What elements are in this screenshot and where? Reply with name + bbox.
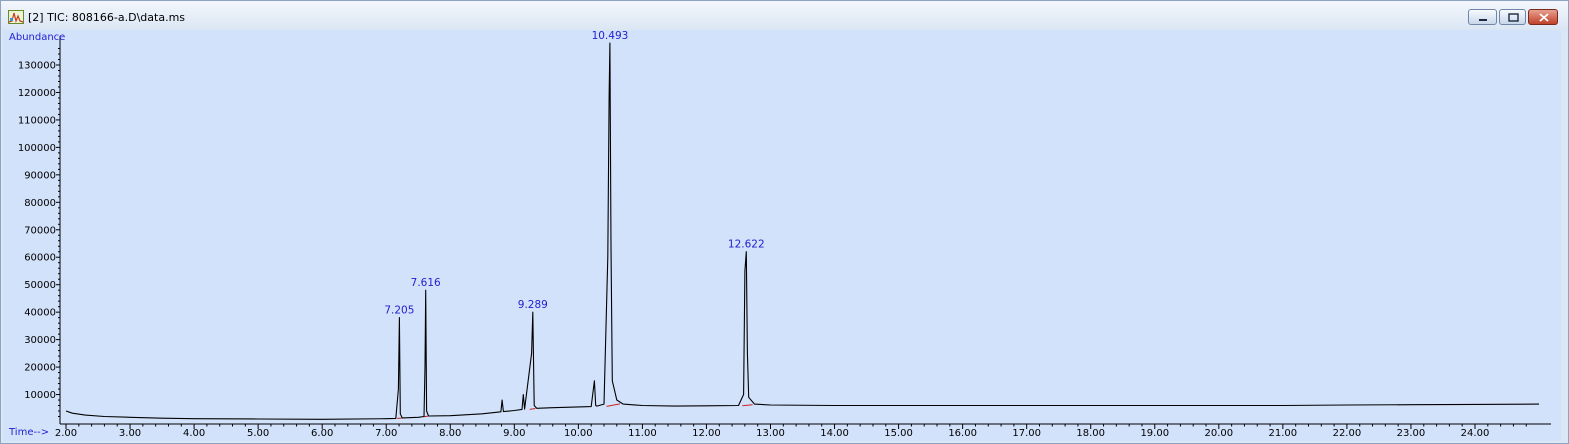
minimize-icon: [1479, 19, 1487, 21]
chromatogram-plot-area[interactable]: 10000 20000 30000 40000 50000 60000 70000 80000…: [3, 30, 1561, 441]
tic-trace-line: [65, 42, 1540, 420]
maximize-icon: [1508, 13, 1519, 22]
x-tick-label: 5.00: [247, 428, 269, 439]
x-axis-title: Time-->: [8, 427, 49, 438]
close-button[interactable]: [1528, 9, 1558, 25]
chromatogram-app-icon: [8, 10, 24, 24]
x-tick-label: 21.00: [1269, 428, 1298, 439]
integration-baselines: [397, 403, 753, 419]
y-tick-label: 120000: [18, 88, 56, 99]
peak-label: 9.289: [518, 299, 548, 311]
x-tick-label: 16.00: [948, 428, 977, 439]
x-tick-label: 17.00: [1012, 428, 1041, 439]
x-tick-label: 24.00: [1461, 428, 1490, 439]
peak-labels: 7.205 7.616 9.289 10.493 12.622: [384, 30, 764, 317]
minimize-button[interactable]: [1468, 9, 1497, 25]
y-tick-label: 80000: [24, 198, 56, 209]
x-tick-label: 3.00: [119, 428, 141, 439]
axes: [59, 36, 1551, 425]
y-tick-label: 50000: [24, 280, 56, 291]
maximize-button[interactable]: [1499, 9, 1526, 25]
peak-label: 7.205: [384, 305, 414, 317]
x-tick-label: 15.00: [884, 428, 913, 439]
x-tick-label: 4.00: [183, 428, 205, 439]
x-tick-label: 10.00: [564, 428, 593, 439]
y-tick-label: 20000: [24, 363, 56, 374]
peak-label: 10.493: [592, 30, 629, 42]
x-tick-label: 23.00: [1397, 428, 1426, 439]
integration-baseline: [606, 403, 621, 407]
x-tick-label: 2.00: [55, 428, 77, 439]
x-tick-label: 12.00: [692, 428, 721, 439]
y-axis-ticks: 10000 20000 30000 40000 50000 60000 70000 80000…: [18, 48, 60, 418]
y-tick-label: 30000: [24, 335, 56, 346]
x-tick-label: 7.00: [375, 428, 397, 439]
y-tick-label: 90000: [24, 170, 56, 181]
x-tick-label: 22.00: [1333, 428, 1362, 439]
x-tick-label: 14.00: [820, 428, 849, 439]
x-tick-label: 9.00: [503, 428, 525, 439]
y-tick-label: 40000: [24, 308, 56, 319]
x-tick-label: 19.00: [1140, 428, 1169, 439]
peak-label: 7.616: [411, 277, 441, 289]
x-tick-label: 6.00: [311, 428, 333, 439]
x-tick-label: 18.00: [1076, 428, 1105, 439]
title-bar[interactable]: [2] TIC: 808166-a.D\data.ms: [1, 1, 1568, 30]
y-tick-label: 60000: [24, 253, 56, 264]
y-axis-title: Abundance: [9, 32, 65, 43]
peak-label: 12.622: [728, 239, 765, 251]
y-tick-label: 110000: [18, 115, 56, 126]
y-tick-label: 10000: [24, 390, 56, 401]
y-tick-label: 100000: [18, 143, 56, 154]
x-tick-label: 20.00: [1204, 428, 1233, 439]
window-title: [2] TIC: 808166-a.D\data.ms: [28, 11, 186, 24]
chromatogram-chart[interactable]: 10000 20000 30000 40000 50000 60000 70000 80000…: [3, 30, 1561, 441]
x-axis-ticks: 2.00 3.00 4.00 5.00 6.00 7.00 8.00 9.00 10.00 11.…: [55, 424, 1527, 439]
integration-baseline: [529, 408, 536, 410]
integration-baseline: [742, 404, 753, 407]
tic-traces: [65, 42, 1540, 420]
y-tick-label: 70000: [24, 225, 56, 236]
close-icon: [1539, 13, 1549, 22]
x-tick-label: 13.00: [756, 428, 785, 439]
x-tick-label: 8.00: [439, 428, 461, 439]
y-tick-label: 130000: [18, 61, 56, 72]
x-tick-label: 11.00: [628, 428, 657, 439]
